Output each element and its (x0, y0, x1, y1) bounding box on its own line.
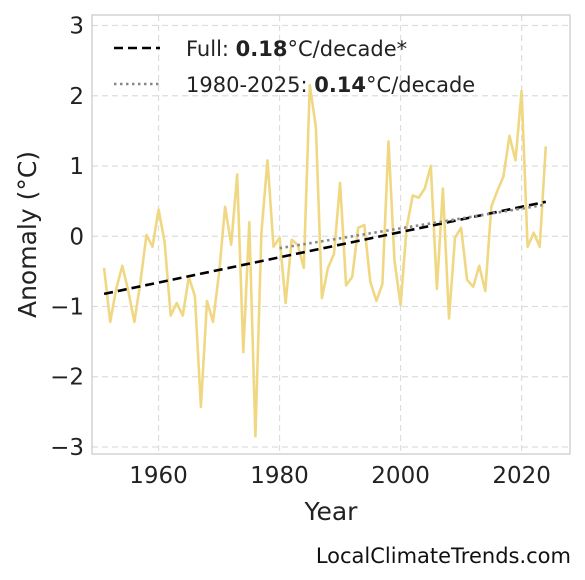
series-line-data (102, 83, 548, 438)
x-axis-title: Year (304, 497, 359, 526)
legend-label-trend-recent: 1980-2025: 0.14°C/decade (186, 73, 475, 97)
y-axis-title: Anomaly (°C) (13, 151, 42, 318)
series-layer (102, 83, 548, 438)
x-tick-label: 1980 (250, 463, 309, 489)
tick-labels: 1960 1980 2000 2020 −3 −2 −1 0 1 2 3 (50, 14, 551, 489)
y-tick-label: 3 (69, 14, 84, 40)
y-tick-label: 0 (69, 224, 84, 250)
x-tick-label: 2020 (492, 463, 551, 489)
x-tick-label: 2000 (371, 463, 430, 489)
site-credit: LocalClimateTrends.com (315, 544, 571, 568)
grid (92, 15, 570, 454)
y-tick-label: −3 (50, 435, 84, 461)
x-tick-label: 1960 (129, 463, 188, 489)
legend: Full: 0.18°C/decade* 1980-2025: 0.14°C/de… (114, 37, 475, 97)
plot-border (91, 14, 571, 455)
legend-label-trend-full: Full: 0.18°C/decade* (186, 37, 407, 61)
y-tick-label: 2 (69, 84, 84, 110)
plot-frame (91, 14, 571, 455)
y-tick-label: −1 (50, 294, 84, 320)
series-line-trend-full (103, 200, 547, 296)
y-tick-label: 1 (69, 154, 84, 180)
y-tick-label: −2 (50, 365, 84, 391)
